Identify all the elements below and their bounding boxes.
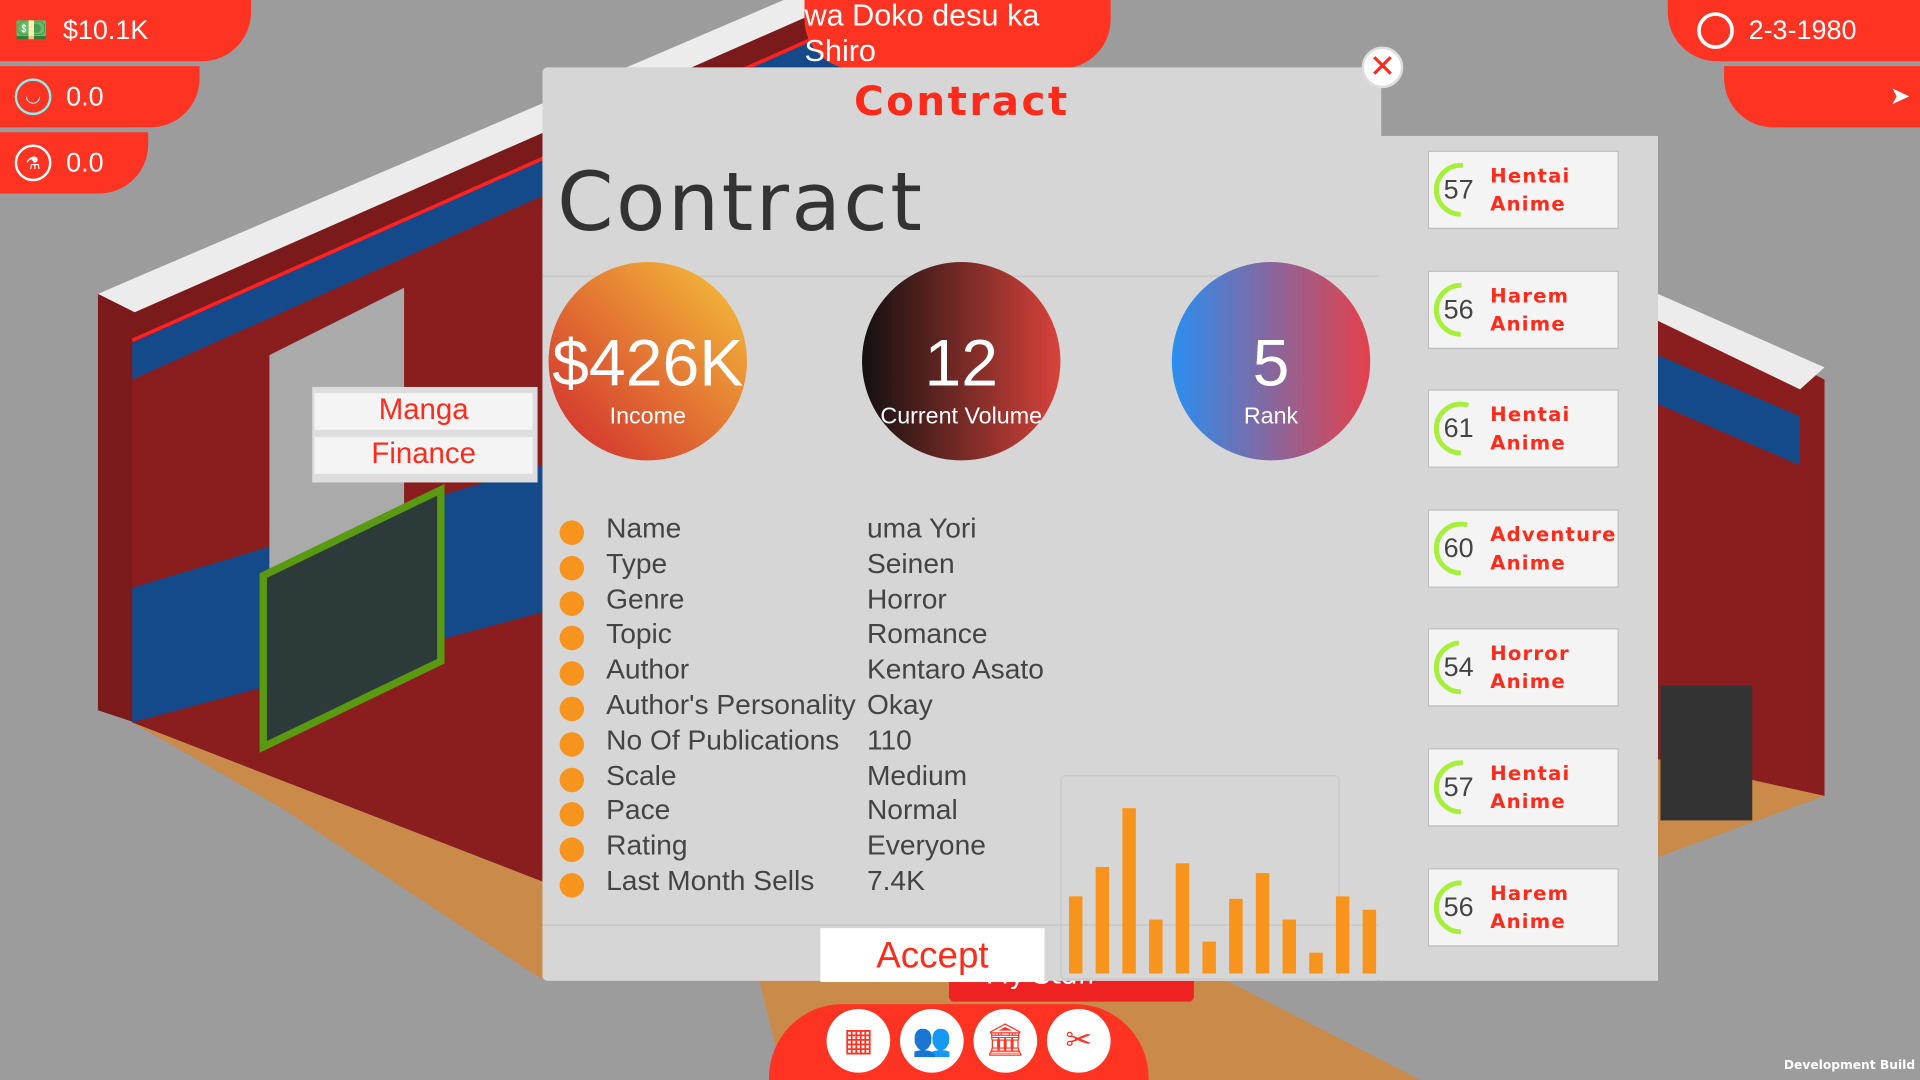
contract-dialog: Contract Contract xyxy=(542,67,1382,981)
chart-bar xyxy=(1149,919,1163,974)
building-icon: ▦ xyxy=(843,1022,874,1060)
bullet-icon xyxy=(559,802,585,828)
score-gauge-icon xyxy=(1433,282,1488,337)
income-stat: $426K Income xyxy=(548,262,747,461)
bank-icon: 🏛 xyxy=(985,1022,1026,1060)
score-gauge-icon xyxy=(1433,521,1488,576)
cursor-mode-button[interactable]: ➤ xyxy=(1724,66,1920,128)
score-gauge-icon xyxy=(1433,760,1488,815)
chart-bar xyxy=(1068,896,1083,974)
bank-button[interactable]: 🏛 xyxy=(973,1008,1038,1073)
build-label: Development Build xyxy=(1783,1059,1916,1073)
trend-card[interactable]: 56 Harem Anime xyxy=(1427,867,1619,947)
dialog-title: Contract xyxy=(557,155,925,250)
chart-bar xyxy=(1122,808,1136,974)
volume-stat: 12 Current Volume xyxy=(862,262,1061,461)
trend-card[interactable]: 60 Adventure Anime xyxy=(1427,509,1619,588)
bullet-icon xyxy=(559,661,585,686)
bullet-icon xyxy=(559,732,585,757)
chart-bar xyxy=(1095,866,1110,974)
chart-bar xyxy=(1175,863,1190,974)
bullet-icon xyxy=(559,837,585,863)
tools-button[interactable]: ✂ xyxy=(1046,1008,1111,1073)
staff-button[interactable]: 👥 xyxy=(900,1008,964,1073)
money-icon: 💵 xyxy=(14,14,49,46)
cursor-icon: ➤ xyxy=(1889,80,1911,111)
chart-bar xyxy=(1362,909,1377,974)
room-menu-manga[interactable]: Manga xyxy=(314,393,533,430)
bullet-icon xyxy=(559,555,585,581)
flask-icon: ⚗ xyxy=(14,144,52,182)
chart-bar xyxy=(1335,896,1350,974)
score-gauge-icon xyxy=(1433,162,1488,217)
trend-card[interactable]: 56 Harem Anime xyxy=(1427,270,1619,349)
bullet-icon xyxy=(559,767,585,792)
clock-icon xyxy=(1697,12,1734,49)
trend-card[interactable]: 57 Hentai Anime xyxy=(1427,748,1619,827)
room-menu-finance[interactable]: Finance xyxy=(314,437,533,474)
divider xyxy=(542,924,1382,926)
bullet-icon xyxy=(559,590,585,616)
trend-card[interactable]: 61 Hentai Anime xyxy=(1427,389,1619,468)
rank-stat: 5 Rank xyxy=(1171,262,1371,461)
staff-icon: 👥 xyxy=(912,1022,952,1060)
dialog-header: Contract xyxy=(854,77,1070,125)
bullet-icon xyxy=(559,520,585,545)
close-button[interactable]: ✕ xyxy=(1361,46,1404,89)
sales-chart xyxy=(1068,808,1377,974)
money-display[interactable]: 💵 $10.1K xyxy=(0,0,252,62)
score-gauge-icon xyxy=(1433,879,1488,934)
sales-chart-frame xyxy=(1060,775,1340,980)
score-gauge-icon xyxy=(1433,401,1488,456)
score-gauge-icon xyxy=(1433,640,1488,695)
research-display[interactable]: ⚗ 0.0 xyxy=(0,132,149,194)
bullet-icon xyxy=(559,873,585,898)
chart-bar xyxy=(1202,941,1216,974)
company-title: wa Doko desu ka Shiro xyxy=(804,0,1111,69)
tools-icon: ✂ xyxy=(1065,1022,1093,1060)
smiley-icon: ◡ xyxy=(14,78,52,116)
chart-bar xyxy=(1229,898,1243,974)
accept-button[interactable]: Accept xyxy=(820,928,1045,983)
trend-card[interactable]: 57 Hentai Anime xyxy=(1427,150,1619,229)
happiness-display[interactable]: ◡ 0.0 xyxy=(0,66,200,128)
building-button[interactable]: ▦ xyxy=(826,1008,891,1073)
chart-bar xyxy=(1309,952,1323,974)
chart-bar xyxy=(1282,919,1297,974)
chart-bar xyxy=(1255,873,1270,974)
trend-card[interactable]: 54 Horror Anime xyxy=(1427,628,1619,708)
date-display[interactable]: 2-3-1980 xyxy=(1667,0,1920,62)
room-menu: Manga Finance xyxy=(312,386,538,483)
bullet-icon xyxy=(559,696,585,722)
bullet-icon xyxy=(559,626,585,651)
close-icon: ✕ xyxy=(1369,48,1396,86)
